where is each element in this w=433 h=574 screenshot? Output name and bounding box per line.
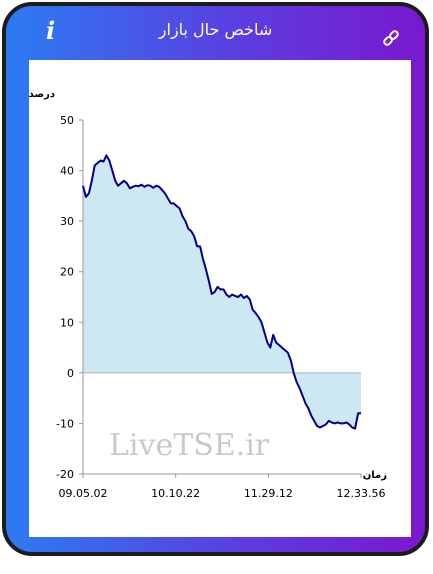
chart-panel: درصد زمان LiveTSE.ir 50 40 30 20 10 0 -10 -20 09… — [29, 60, 411, 537]
page-title: شاخص حال بازار — [158, 20, 273, 39]
x-tick-label: 09.05.02 — [59, 487, 108, 500]
area-fill — [83, 155, 361, 429]
app-window: i شاخص حال بازار درصد زمان LiveTSE.ir 50… — [2, 2, 429, 556]
y-tick-label: 50 — [60, 114, 74, 127]
x-tick-label: 12.33.56 — [337, 487, 386, 500]
y-tick-label: 10 — [60, 316, 74, 329]
x-tick-label: 11.29.12 — [244, 487, 293, 500]
watermark: LiveTSE.ir — [109, 428, 270, 463]
x-tick-label: 10.10.22 — [151, 487, 200, 500]
series-line — [82, 154, 361, 430]
link-icon[interactable] — [381, 28, 401, 48]
plot-area: 50 40 30 20 10 0 -10 -20 09.05.02 10.10.22 11.29.1… — [56, 114, 385, 500]
y-tick-label: 40 — [60, 165, 74, 178]
header-bar: i شاخص حال بازار — [6, 6, 425, 60]
y-tick-label: 30 — [60, 215, 74, 228]
y-tick-label: 0 — [67, 367, 74, 380]
x-axis-label: زمان — [363, 470, 387, 481]
info-icon[interactable]: i — [46, 16, 56, 45]
market-index-chart: درصد زمان LiveTSE.ir 50 40 30 20 10 0 -10 -20 09… — [29, 89, 388, 500]
y-axis-label: درصد — [29, 89, 55, 100]
y-tick-label: -20 — [56, 468, 74, 481]
y-tick-label: -10 — [56, 417, 74, 430]
y-tick-label: 20 — [60, 266, 74, 279]
